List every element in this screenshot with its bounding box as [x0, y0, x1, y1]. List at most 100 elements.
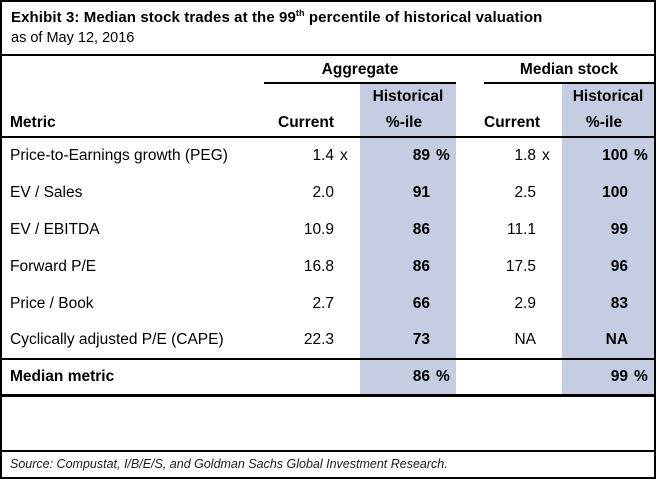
aggregate-current-value: 10.9	[264, 211, 360, 248]
aggregate-pctile-value: 86	[360, 248, 456, 286]
aggregate-current-value: 22.3	[264, 322, 360, 359]
empty-cell	[264, 83, 360, 110]
median-metric-row: Median metric 86% 99%	[2, 358, 654, 397]
value-suffix: %	[436, 147, 450, 165]
median-current-value: 1.8 x	[484, 137, 562, 174]
value-number: 1.4	[312, 147, 334, 165]
gap-cell	[456, 322, 484, 359]
value-number: 100	[602, 147, 629, 165]
table-row: Price-to-Earnings growth (PEG) 1.4 x 89% …	[2, 137, 654, 175]
gap-cell	[456, 83, 484, 110]
value-number: 10.9	[303, 220, 334, 238]
value-number: 86	[412, 257, 430, 275]
median-pctile-value: 99	[562, 211, 654, 249]
metric-label: EV / EBITDA	[10, 220, 100, 238]
median-current-value: 2.5	[484, 174, 562, 211]
value-number: 86	[412, 220, 430, 238]
median-current-value: 11.1	[484, 211, 562, 248]
value-number: 89	[412, 147, 430, 165]
source-block: Source: Compustat, I/B/E/S, and Goldman …	[2, 450, 654, 477]
empty-cell	[484, 358, 562, 397]
value-number: 66	[412, 294, 430, 312]
gap-cell	[456, 56, 484, 83]
gap-cell	[456, 285, 484, 322]
value-number: 2.0	[312, 183, 334, 201]
empty-cell	[264, 358, 360, 397]
aggregate-current-value: 2.0	[264, 174, 360, 211]
gap-cell	[456, 211, 484, 248]
value-number: NA	[514, 331, 536, 349]
metric-label: Price-to-Earnings growth (PEG)	[10, 147, 228, 165]
value-number: 22.3	[303, 331, 334, 349]
aggregate-current-value: 1.4 x	[264, 137, 360, 174]
empty-cell	[2, 83, 264, 110]
median-pctile-header: %-ile	[562, 110, 654, 139]
value-suffix: %	[634, 147, 648, 165]
aggregate-pctile-value: 66	[360, 285, 456, 323]
group-header-median-stock: Median stock	[484, 56, 654, 85]
metric-label: Forward P/E	[10, 257, 97, 275]
value-number: 2.7	[312, 294, 334, 312]
value-number: 17.5	[505, 257, 536, 275]
value-suffix: %	[634, 368, 648, 386]
aggregate-historical-label: Historical	[360, 83, 456, 111]
value-suffix: x	[340, 147, 348, 165]
gap-cell	[456, 110, 484, 139]
median-pctile-value: NA	[562, 322, 654, 360]
median-metric-label: Median metric	[2, 358, 264, 397]
value-number: 16.8	[303, 257, 334, 275]
value-number: 2.9	[514, 294, 536, 312]
aggregate-pctile-value: 91	[360, 174, 456, 212]
gap-cell	[456, 137, 484, 174]
value-number: 96	[610, 257, 629, 275]
aggregate-current-header: Current	[264, 110, 360, 139]
table-row: Forward P/E 16.8 86 17.5 96	[2, 248, 654, 286]
gap-cell	[456, 248, 484, 285]
median-pctile-value: 96	[562, 248, 654, 286]
median-pctile-value: 100	[562, 174, 654, 212]
gap-cell	[456, 174, 484, 211]
title-block: Exhibit 3: Median stock trades at the 99…	[2, 2, 654, 57]
value-number: 91	[412, 183, 430, 201]
table-row: Price / Book 2.7 66 2.9 83	[2, 285, 654, 323]
value-number: 86	[412, 368, 430, 386]
median-pctile-value: 100%	[562, 137, 654, 175]
aggregate-pctile-value: 89%	[360, 137, 456, 175]
value-suffix: x	[542, 147, 550, 165]
empty-cell	[484, 83, 562, 110]
aggregate-current-value: 2.7	[264, 285, 360, 322]
aggregate-pctile-value: 86	[360, 211, 456, 249]
historical-subheader-row: Historical Historical	[2, 83, 654, 111]
value-number: 99	[610, 220, 629, 238]
exhibit-title: Exhibit 3: Median stock trades at the 99…	[11, 8, 645, 28]
title-suffix: percentile of historical valuation	[304, 9, 543, 26]
valuation-table: Aggregate Median stock Historical Histor…	[2, 56, 654, 397]
aggregate-pctile-value: 73	[360, 322, 456, 360]
median-stock-median-pctile: 99%	[562, 358, 654, 397]
exhibit-subtitle: as of May 12, 2016	[11, 29, 135, 46]
source-text: Source: Compustat, I/B/E/S, and Goldman …	[10, 457, 448, 471]
aggregate-median-pctile: 86%	[360, 358, 456, 397]
metric-label: Price / Book	[10, 294, 94, 312]
value-number: 83	[610, 294, 629, 312]
metric-label: EV / Sales	[10, 183, 83, 201]
group-header-aggregate: Aggregate	[264, 56, 456, 85]
aggregate-pctile-header: %-ile	[360, 110, 456, 139]
median-current-value: 2.9	[484, 285, 562, 322]
empty-cell	[2, 56, 264, 83]
value-number: 100	[602, 183, 629, 201]
median-current-header: Current	[484, 110, 562, 139]
median-pctile-value: 83	[562, 285, 654, 323]
value-number: NA	[605, 331, 629, 349]
value-suffix: %	[436, 368, 450, 386]
table-row: EV / Sales 2.0 91 2.5 100	[2, 174, 654, 212]
metric-column-header: Metric	[2, 110, 264, 139]
value-number: 73	[412, 331, 430, 349]
group-header-row: Aggregate Median stock	[2, 56, 654, 85]
column-header-row: Metric Current %-ile Current %-ile	[2, 110, 654, 139]
title-superscript: th	[295, 8, 305, 18]
title-prefix: Exhibit 3: Median stock trades at the 99	[11, 9, 296, 26]
metric-label: Cyclically adjusted P/E (CAPE)	[10, 331, 224, 349]
gap-cell	[456, 358, 484, 397]
